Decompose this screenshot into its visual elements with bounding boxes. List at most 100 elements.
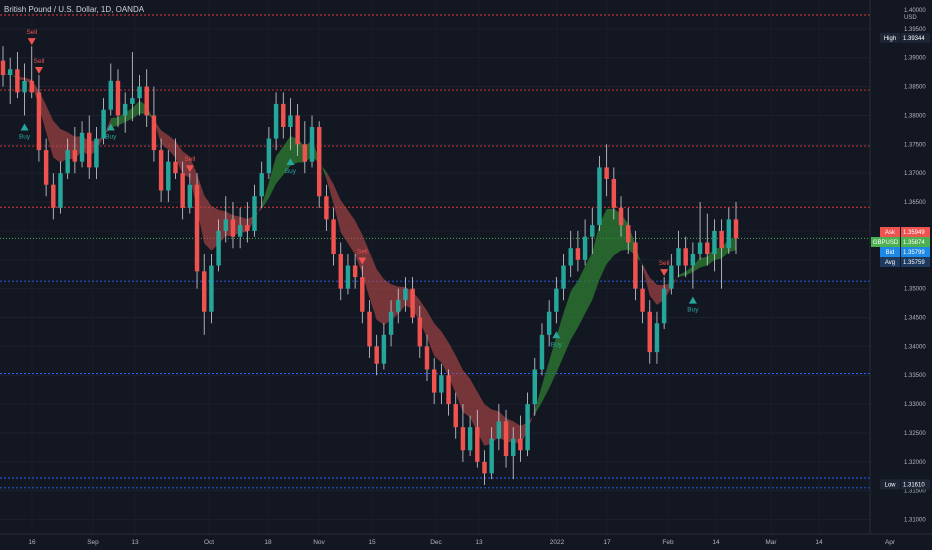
candle-body xyxy=(482,461,487,474)
buy-arrow-icon xyxy=(106,123,115,131)
candle-body xyxy=(396,300,401,312)
candle-body xyxy=(324,196,329,220)
time-axis[interactable]: 16 Sep 13 Oct 18 Nov 15 Dec 13 2022 17 Feb 14 Mar 14 Ap… xyxy=(28,539,896,546)
candle-body xyxy=(661,288,667,324)
time-tick-label: Mar xyxy=(765,539,777,546)
candle-body xyxy=(453,404,458,428)
candle xyxy=(403,277,408,312)
level-lines xyxy=(0,14,870,489)
time-tick-label: 18 xyxy=(264,539,272,546)
candle-body xyxy=(43,150,49,185)
price-tag-label: High xyxy=(884,36,896,42)
candle xyxy=(108,63,114,116)
price-tick-label: 1.31000 xyxy=(904,518,926,524)
candle xyxy=(101,98,106,145)
candle-body xyxy=(252,196,257,231)
candle xyxy=(453,392,458,439)
candle-body xyxy=(230,219,236,237)
candle xyxy=(597,155,602,231)
signal-markers: Sell Sell Buy Buy Sell Buy Sell Buy Sell Buy xyxy=(19,29,699,348)
candle xyxy=(625,207,631,255)
time-tick-label: 17 xyxy=(603,539,611,546)
candle-body xyxy=(166,161,171,191)
price-tag-value: 1.35874 xyxy=(903,240,925,246)
chart-title: British Pound / U.S. Dollar, 1D, OANDA xyxy=(4,5,145,14)
candle-body xyxy=(87,132,92,168)
candle-body xyxy=(65,150,70,174)
candle-body xyxy=(532,369,538,405)
sell-signal: Sell xyxy=(659,260,670,277)
candle xyxy=(130,51,135,122)
price-tick-label: 1.32000 xyxy=(904,460,926,466)
candle xyxy=(281,92,286,139)
candle xyxy=(94,127,99,179)
candle xyxy=(0,46,6,87)
price-axis[interactable]: 1.39500 1.39000 1.38500 1.38000 1.37500 1.370… xyxy=(904,27,926,524)
candle xyxy=(309,115,315,168)
buy-label: Buy xyxy=(687,307,699,314)
candle xyxy=(15,51,20,99)
price-tag-label: Low xyxy=(884,483,896,489)
sell-arrow-icon xyxy=(34,67,43,75)
buy-signal: Buy xyxy=(105,123,117,140)
candle-body xyxy=(245,225,250,231)
candle-body xyxy=(654,323,660,353)
sell-label: Sell xyxy=(357,249,368,256)
candle-body xyxy=(137,86,142,99)
candle-body xyxy=(640,288,645,312)
candle-body xyxy=(618,207,624,226)
candle xyxy=(661,277,667,330)
candle-body xyxy=(180,173,185,208)
price-tag-label-bg xyxy=(880,227,900,237)
candle-body xyxy=(101,109,106,139)
candle-body xyxy=(518,438,523,451)
candle xyxy=(439,363,444,405)
candle xyxy=(345,254,351,295)
candle-body xyxy=(187,184,193,208)
candle xyxy=(187,173,193,214)
candle-body xyxy=(237,225,243,237)
candle xyxy=(518,415,523,462)
candle-body xyxy=(338,254,343,289)
candle xyxy=(697,202,703,260)
price-tick-label: 1.36500 xyxy=(904,200,926,206)
candle xyxy=(424,334,430,382)
candle xyxy=(546,300,552,347)
candle-body xyxy=(158,150,164,191)
candle-body xyxy=(345,265,351,289)
candle-body xyxy=(194,184,200,272)
candle-body xyxy=(475,427,480,462)
price-tags: High 1.39344 Ask 1.35949 GBPUSD 1.35874 Bid 1.3… xyxy=(871,32,930,490)
candle-body xyxy=(439,375,444,393)
candle-body xyxy=(676,248,681,266)
price-tick-label: 1.33500 xyxy=(904,373,926,379)
candle-body xyxy=(575,248,581,260)
candle-body xyxy=(525,404,530,451)
candle xyxy=(194,173,200,289)
candle-body xyxy=(669,265,674,289)
buy-label: Buy xyxy=(19,133,31,140)
candle-body xyxy=(216,230,221,266)
candle xyxy=(388,300,394,347)
sell-label: Sell xyxy=(184,156,195,163)
candle xyxy=(510,427,516,480)
sell-label: Sell xyxy=(26,29,37,36)
candle xyxy=(302,121,308,174)
candle-body xyxy=(604,167,609,179)
sell-signal: Sell xyxy=(26,29,38,46)
candle xyxy=(316,121,322,208)
candle-body xyxy=(467,427,473,451)
time-tick-label: 2022 xyxy=(550,539,565,546)
candle-body xyxy=(633,242,638,289)
candle xyxy=(266,127,272,179)
candle xyxy=(640,265,645,324)
candle xyxy=(58,161,63,214)
candle xyxy=(273,92,279,151)
buy-signal: Buy xyxy=(551,331,563,348)
candle xyxy=(475,409,480,468)
candle xyxy=(36,75,42,162)
candle-body xyxy=(316,127,322,197)
candle-body xyxy=(108,80,114,110)
candle-body xyxy=(403,288,408,301)
